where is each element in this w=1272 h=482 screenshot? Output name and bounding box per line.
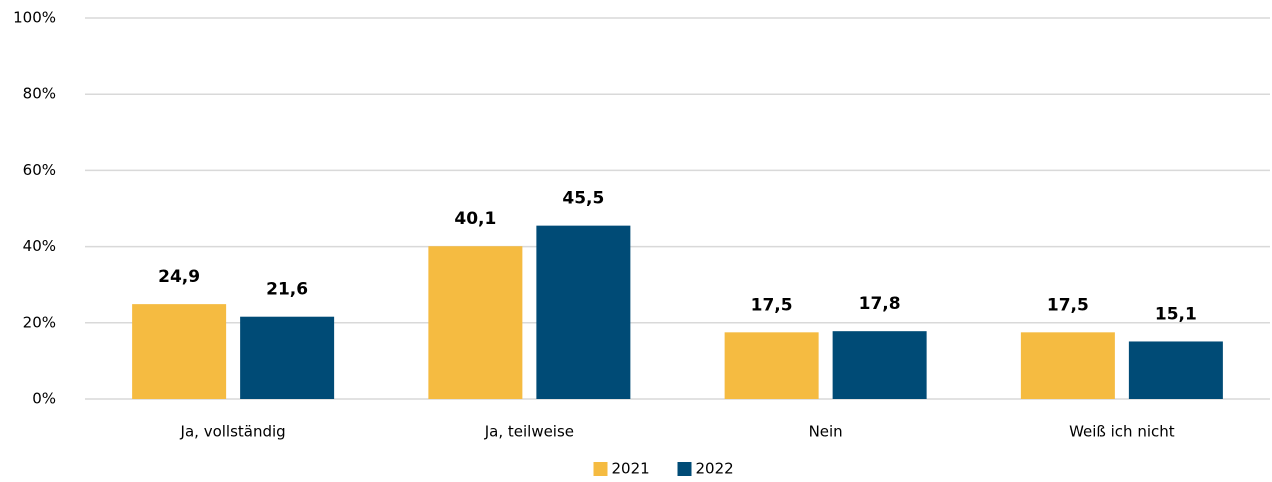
value-label: 45,5 <box>562 189 604 209</box>
bar <box>1128 341 1223 399</box>
value-label: 17,5 <box>1047 295 1089 315</box>
y-tick-label: 100% <box>13 9 56 27</box>
bar <box>240 316 335 399</box>
legend-swatch <box>677 462 692 476</box>
value-label: 17,5 <box>751 295 793 315</box>
y-tick-label: 20% <box>23 313 56 331</box>
bar <box>1020 332 1115 399</box>
x-tick-label: Ja, vollständig <box>180 423 286 441</box>
y-tick-label: 80% <box>23 85 56 103</box>
y-tick-label: 0% <box>32 390 56 408</box>
value-label: 40,1 <box>454 209 496 229</box>
x-tick-label: Ja, teilweise <box>484 423 574 441</box>
legend-label: 2022 <box>696 460 734 478</box>
x-tick-label: Weiß ich nicht <box>1069 423 1175 441</box>
y-tick-label: 40% <box>23 237 56 255</box>
legend-swatch <box>593 462 608 476</box>
legend-label: 2021 <box>612 460 650 478</box>
bar <box>832 331 927 399</box>
value-label: 15,1 <box>1155 304 1197 324</box>
value-label: 17,8 <box>859 294 901 314</box>
bar <box>536 225 631 399</box>
y-tick-label: 60% <box>23 161 56 179</box>
value-label: 24,9 <box>158 267 200 287</box>
bar <box>428 246 523 399</box>
bar <box>132 304 227 399</box>
bar <box>724 332 819 399</box>
value-label: 21,6 <box>266 280 308 300</box>
x-tick-label: Nein <box>809 423 843 441</box>
